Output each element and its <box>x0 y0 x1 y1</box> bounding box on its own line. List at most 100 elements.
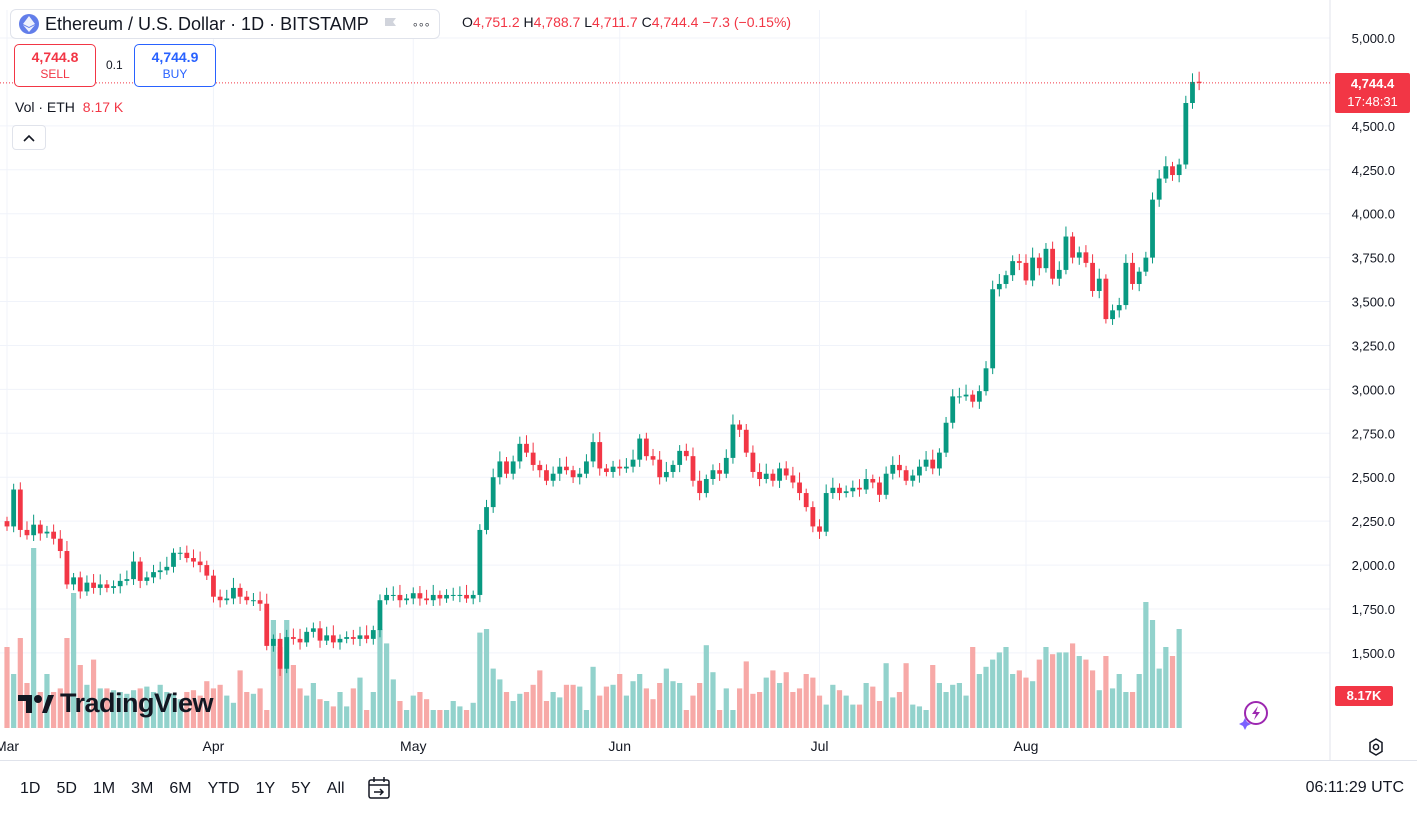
candle-body <box>404 598 409 601</box>
candle-body <box>963 394 969 397</box>
candle-body <box>97 584 103 588</box>
candle-body <box>863 478 869 490</box>
candle-body <box>1016 261 1022 263</box>
lightning-assistant-icon[interactable] <box>1237 698 1271 732</box>
candle-body <box>144 577 150 581</box>
y-tick-label: 3,500.0 <box>1352 295 1395 310</box>
candle-body <box>584 461 589 474</box>
volume-bar <box>230 702 237 728</box>
volume-bar <box>177 699 183 728</box>
candle-body <box>44 531 50 534</box>
volume-bar <box>443 710 450 728</box>
range-button-5d[interactable]: 5D <box>56 780 77 797</box>
volume-bar <box>1169 656 1176 728</box>
volume-bar <box>463 710 470 728</box>
volume-bar <box>923 710 929 728</box>
volume-bar <box>537 670 543 728</box>
volume-bar <box>304 695 310 728</box>
symbol-title[interactable]: Ethereum / U.S. Dollar · 1D · BITSTAMP <box>45 13 369 34</box>
volume-bar <box>404 710 410 728</box>
candle-body <box>317 628 323 641</box>
volume-bar <box>563 684 570 728</box>
date-range-icon[interactable] <box>366 775 392 801</box>
volume-bar <box>264 710 270 728</box>
candle-body <box>324 635 330 641</box>
candle-body <box>870 478 876 483</box>
volume-bar <box>1056 652 1062 728</box>
volume-bar <box>703 645 709 728</box>
volume-bar <box>210 688 217 728</box>
candle-body <box>630 459 636 467</box>
candle-body <box>757 471 762 479</box>
candle-body <box>77 577 83 592</box>
volume-bar <box>577 686 583 728</box>
open-value: 4,751.2 <box>472 14 520 30</box>
last-price-label: 4,744.4 17:48:31 <box>1335 73 1410 113</box>
candle-body <box>1116 305 1122 311</box>
candle-body <box>1070 236 1075 258</box>
volume-bar <box>1163 647 1169 728</box>
sell-button[interactable]: 4,744.8 SELL <box>14 44 96 87</box>
candle-body <box>470 594 476 599</box>
range-button-ytd[interactable]: YTD <box>207 780 240 797</box>
candle-body <box>4 521 10 527</box>
utc-clock[interactable]: 06:11:29 UTC <box>1305 779 1404 796</box>
candle-body <box>670 464 676 472</box>
range-button-1y[interactable]: 1Y <box>255 780 276 797</box>
volume-bar <box>830 684 836 728</box>
volume-bar <box>490 668 496 728</box>
flag-icon[interactable] <box>383 16 399 32</box>
volume-bar <box>1123 692 1129 728</box>
volume-bar <box>737 688 743 728</box>
volume-bar <box>1030 681 1036 728</box>
volume-bar <box>743 661 749 728</box>
candle-body <box>457 594 463 596</box>
candle-body <box>976 391 982 402</box>
range-button-6m[interactable]: 6M <box>169 780 192 797</box>
candle-body <box>384 594 390 601</box>
volume-bar <box>57 688 63 728</box>
tradingview-logo[interactable]: TradingView <box>18 688 214 719</box>
candle-body <box>690 456 696 481</box>
candle-body <box>770 473 776 481</box>
volume-bar <box>650 699 656 728</box>
collapse-legend-button[interactable] <box>12 125 46 150</box>
candle-body <box>497 461 503 478</box>
volume-bar <box>144 686 150 728</box>
range-button-all[interactable]: All <box>326 780 345 797</box>
symbol-legend[interactable]: Ethereum / U.S. Dollar · 1D · BITSTAMP ◦… <box>10 9 440 39</box>
range-button-1d[interactable]: 1D <box>20 780 41 797</box>
volume-bar <box>916 706 923 728</box>
chart-canvas[interactable]: 5,000.0 4,500.0 4,250.0 4,000.0 3,750.0 3,500… <box>0 0 1417 760</box>
low-value: 4,711.7 <box>592 14 638 30</box>
volume-bar <box>950 684 956 728</box>
candle-body <box>1003 275 1009 284</box>
range-button-3m[interactable]: 3M <box>131 780 154 797</box>
candle-body <box>1183 103 1189 165</box>
range-button-1m[interactable]: 1M <box>92 780 116 797</box>
volume-bar <box>430 710 436 728</box>
volume-bar <box>1136 674 1142 728</box>
candle-body <box>803 493 809 508</box>
volume-bar <box>51 692 57 728</box>
volume-bar <box>397 701 403 728</box>
candle-body <box>1050 248 1056 279</box>
volume-legend[interactable]: Vol · ETH 8.17 K <box>15 99 123 115</box>
more-options-icon[interactable]: ◦◦◦ <box>412 16 431 32</box>
candle-body <box>164 566 170 571</box>
volume-bar <box>550 692 556 728</box>
candle-body <box>111 586 116 588</box>
candle-body <box>1170 166 1175 176</box>
settings-icon[interactable] <box>1366 737 1386 757</box>
candle-body <box>504 461 509 474</box>
buy-button[interactable]: 4,744.9 BUY <box>134 44 216 87</box>
y-tick-label: 5,000.0 <box>1352 31 1395 46</box>
x-tick-label: May <box>400 738 426 754</box>
volume-bar <box>364 710 370 728</box>
volume-bar <box>1176 629 1182 728</box>
candle-body <box>444 594 449 599</box>
volume-bar <box>1003 647 1009 728</box>
volume-bar <box>597 695 603 728</box>
candle-body <box>1036 257 1042 269</box>
range-button-5y[interactable]: 5Y <box>291 780 311 797</box>
